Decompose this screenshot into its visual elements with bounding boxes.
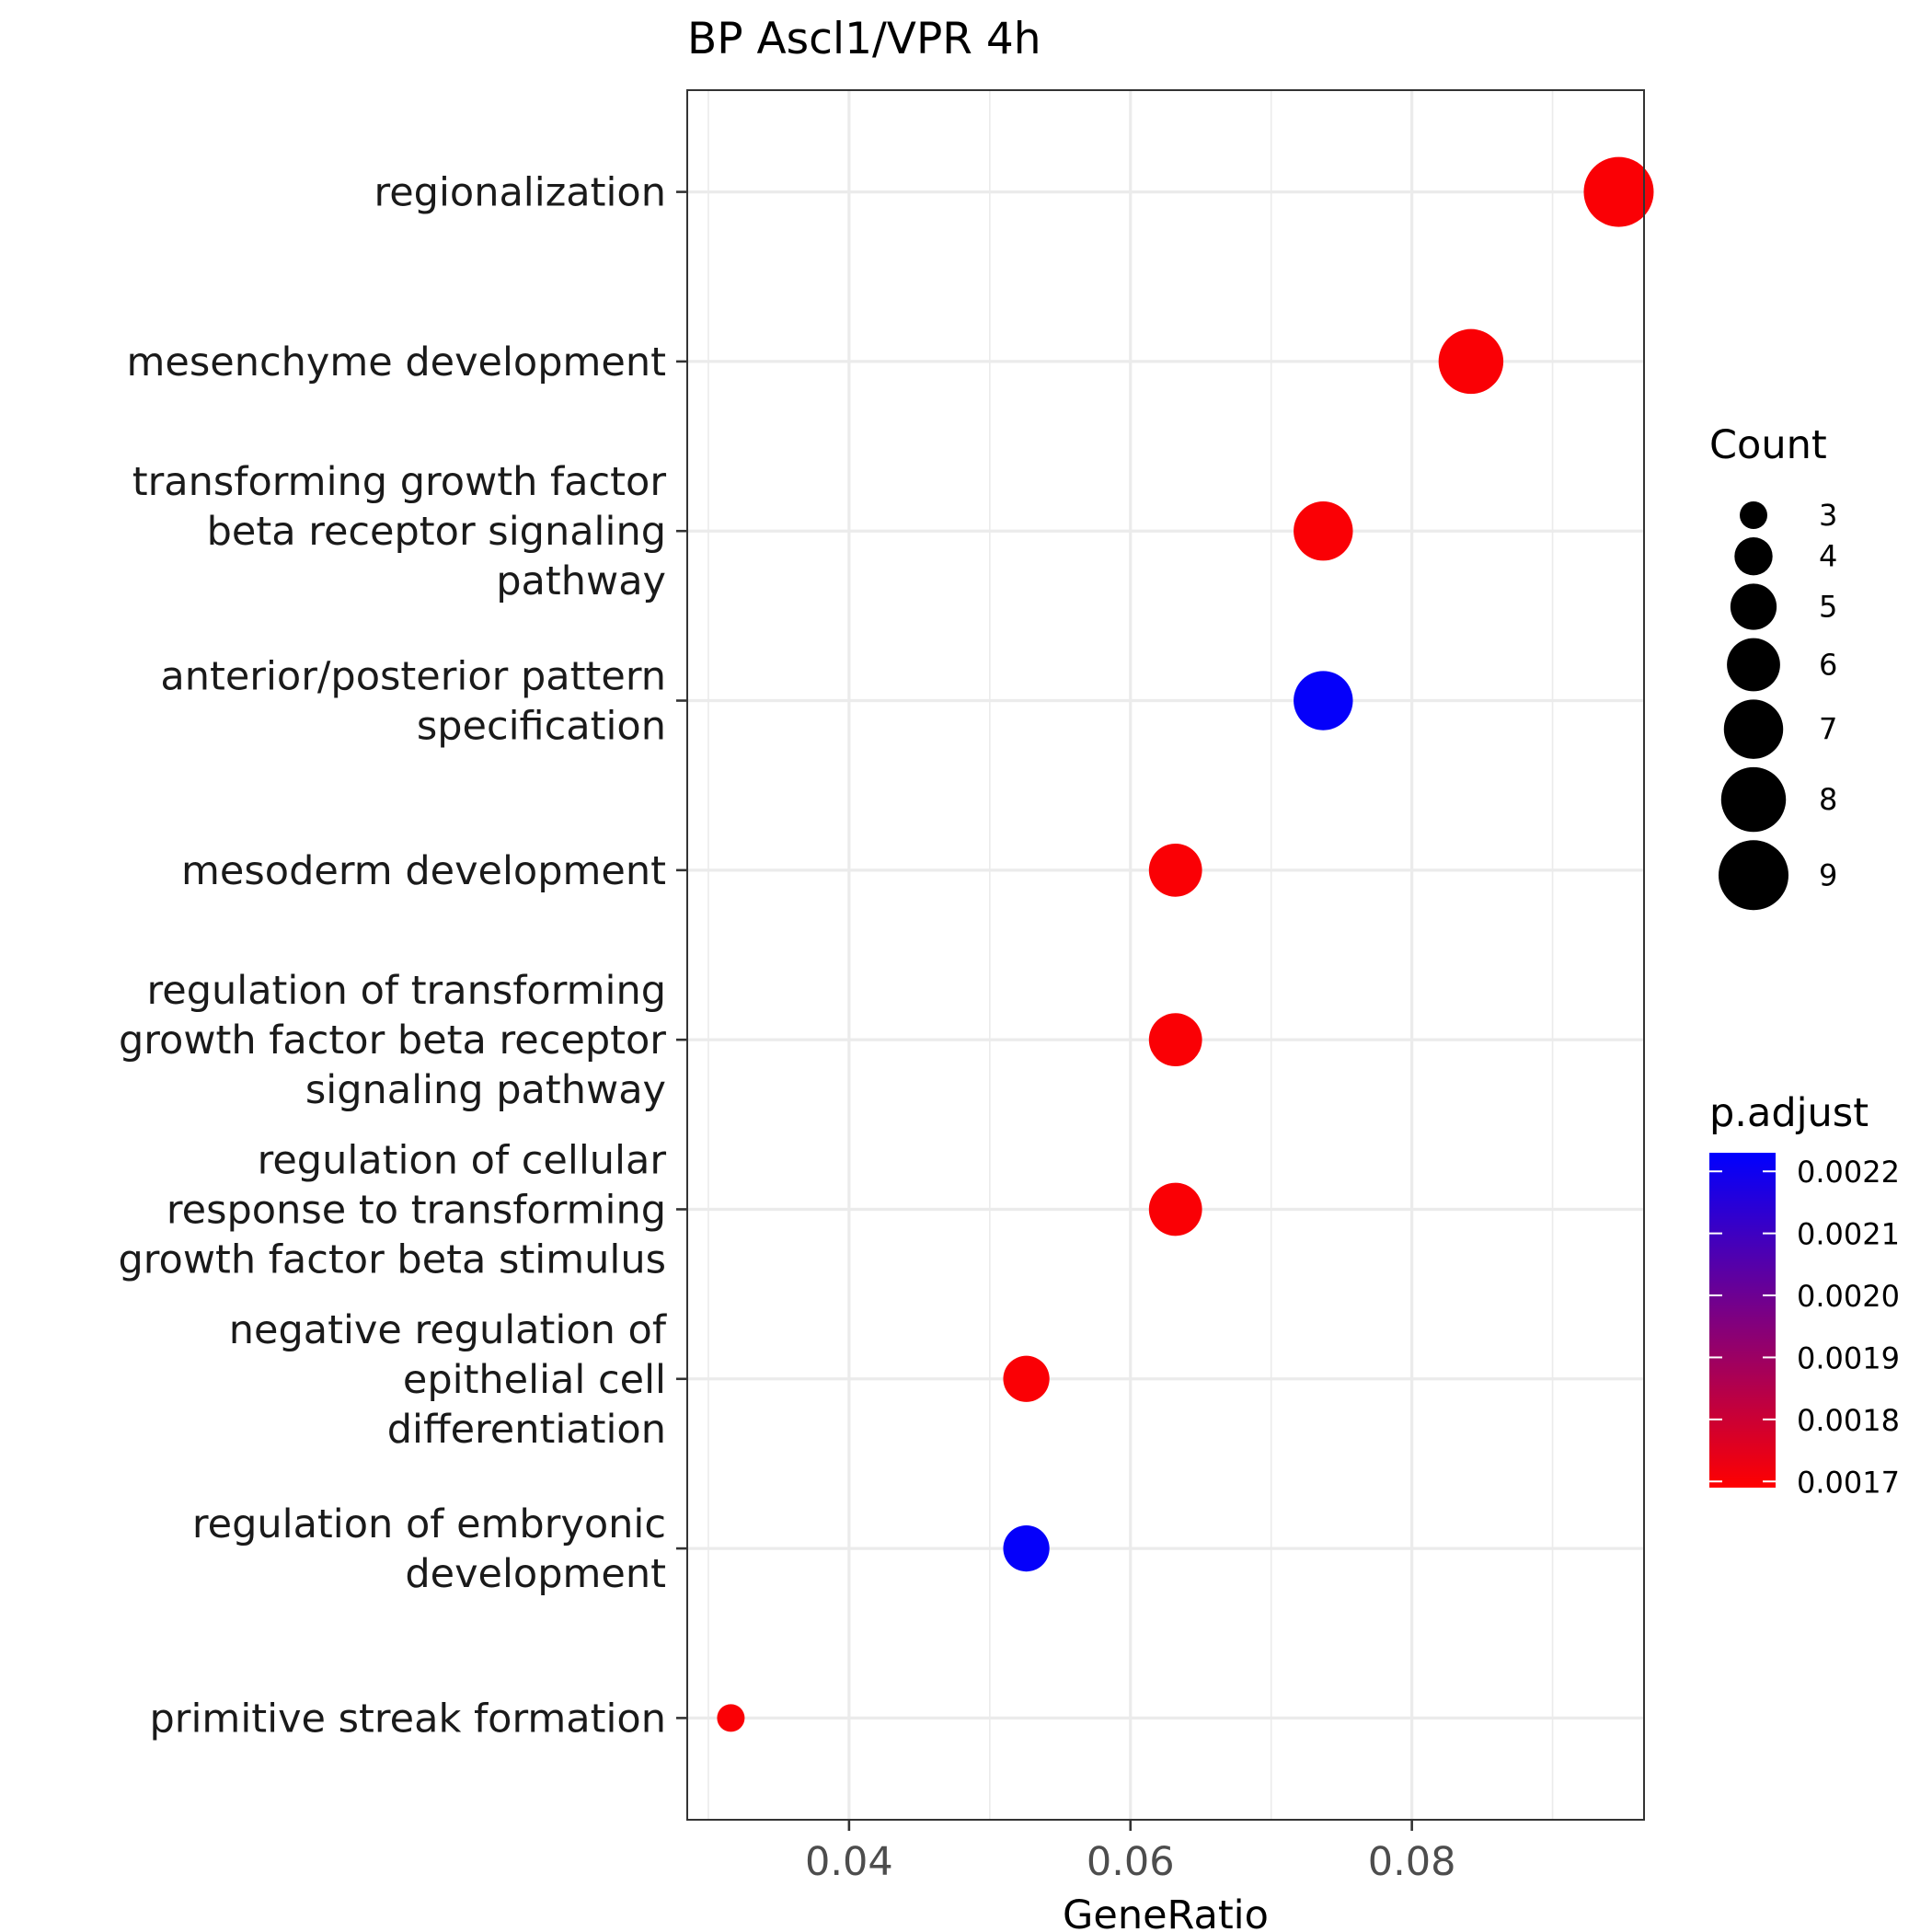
y-tick-label-line: primitive streak formation	[150, 1696, 666, 1742]
plot-panel	[686, 89, 1654, 1821]
count-legend-label: 6	[1819, 648, 1837, 683]
data-point	[1148, 1182, 1202, 1236]
data-point	[717, 1704, 745, 1732]
y-tick-label-line: mesenchyme development	[127, 339, 666, 385]
panel-border	[686, 89, 1645, 1821]
p-adjust-legend-label: 0.0020	[1797, 1279, 1900, 1314]
count-legend-key	[1727, 638, 1780, 692]
p-adjust-colorbar	[1709, 1153, 1776, 1488]
data-point	[1294, 501, 1353, 561]
count-legend-label: 4	[1819, 539, 1837, 574]
y-tick-label-line: epithelial cell	[403, 1357, 666, 1403]
count-legend-key	[1720, 766, 1787, 833]
p-adjust-legend-label: 0.0019	[1797, 1340, 1900, 1375]
y-tick-label: anterior/posterior pattern specification	[160, 654, 666, 750]
p-adjust-legend: p.adjust 0.0017 0.0018 0.0019 0.0020 0.0021 0…	[1709, 1090, 1900, 1500]
y-tick-label-line: regionalization	[374, 170, 666, 216]
count-legend-label: 9	[1819, 857, 1837, 892]
y-tick-label: mesoderm development	[181, 848, 666, 894]
chart-title: BP Ascl1/VPR 4h	[687, 14, 1041, 64]
count-legend-key	[1719, 840, 1788, 911]
y-tick-label-line: transforming growth factor	[132, 459, 667, 505]
data-point	[1438, 328, 1504, 395]
count-legend-key	[1740, 501, 1767, 529]
y-axis: regionalization mesenchyme development tra…	[118, 170, 687, 1742]
data-point	[1148, 843, 1202, 897]
y-tick-label-line: regulation of cellular	[258, 1137, 667, 1183]
p-adjust-legend-label: 0.0022	[1797, 1155, 1900, 1190]
y-tick-label-line: pathway	[496, 558, 666, 604]
y-tick-label-line: negative regulation of	[229, 1307, 667, 1353]
count-legend-title: Count	[1709, 422, 1827, 468]
y-tick-label-line: mesoderm development	[181, 848, 666, 894]
y-tick-label-line: response to transforming	[167, 1187, 666, 1233]
p-adjust-legend-label: 0.0021	[1797, 1217, 1900, 1252]
x-tick-label: 0.06	[1087, 1839, 1175, 1885]
y-tick-label: regulation of transforming growth factor …	[119, 968, 666, 1113]
y-tick-label-line: anterior/posterior pattern	[160, 654, 666, 700]
count-legend-label: 7	[1819, 712, 1837, 747]
p-adjust-legend-label: 0.0017	[1797, 1465, 1900, 1500]
data-point	[1003, 1355, 1050, 1402]
data-points	[717, 156, 1654, 1732]
data-point	[1003, 1524, 1050, 1572]
y-tick-label: mesenchyme development	[127, 339, 666, 385]
y-tick-label: regulation of cellular response to transf…	[118, 1137, 666, 1282]
x-tick-label: 0.08	[1368, 1839, 1456, 1885]
count-legend-key	[1734, 537, 1773, 576]
y-tick-label: primitive streak formation	[150, 1696, 666, 1742]
count-legend-label: 8	[1819, 782, 1837, 817]
x-axis-title: GeneRatio	[1063, 1892, 1269, 1932]
y-tick-label: negative regulation of epithelial cell dif…	[229, 1307, 667, 1453]
y-tick-label-line: signaling pathway	[305, 1067, 666, 1113]
data-point	[1294, 671, 1353, 730]
data-point	[1148, 1013, 1202, 1067]
y-tick-label-line: growth factor beta stimulus	[118, 1236, 666, 1282]
count-legend-key	[1730, 583, 1777, 630]
data-point	[1583, 156, 1654, 227]
y-tick-label: regionalization	[374, 170, 666, 216]
count-legend: Count 3 4 5 6 7 8 9	[1709, 422, 1837, 911]
x-tick-label: 0.04	[805, 1839, 893, 1885]
p-adjust-legend-title: p.adjust	[1709, 1090, 1869, 1136]
x-axis: 0.04 0.06 0.08	[805, 1820, 1456, 1885]
y-tick-label-line: development	[405, 1551, 666, 1597]
y-tick-label-line: regulation of embryonic	[192, 1501, 666, 1547]
y-tick-label-line: regulation of transforming	[147, 968, 666, 1014]
y-tick-label-line: growth factor beta receptor	[119, 1018, 666, 1064]
count-legend-key	[1723, 699, 1784, 759]
y-tick-label-line: differentiation	[387, 1407, 666, 1453]
count-legend-label: 5	[1819, 590, 1837, 625]
count-legend-label: 3	[1819, 498, 1837, 533]
y-tick-label: transforming growth factor beta receptor …	[132, 459, 667, 604]
y-tick-label-line: specification	[417, 704, 666, 750]
p-adjust-legend-label: 0.0018	[1797, 1403, 1900, 1438]
minor-gridlines	[707, 90, 1554, 1820]
y-tick-label-line: beta receptor signaling	[207, 509, 666, 555]
y-tick-label: regulation of embryonic development	[192, 1501, 666, 1597]
